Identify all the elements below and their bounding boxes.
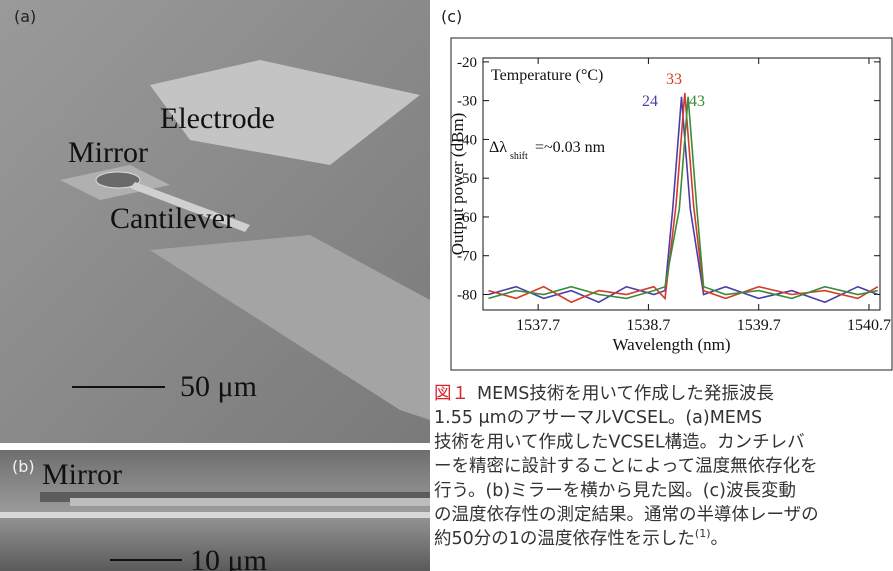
chart-frame — [450, 37, 893, 371]
label-cantilever: Cantilever — [110, 202, 235, 235]
y-tick-label: -40 — [457, 132, 477, 148]
series-line — [488, 96, 879, 304]
caption-line: ーを精密に設計することによって温度無依存化を — [434, 457, 818, 477]
annotation: shift — [510, 151, 528, 162]
caption-line: 技術を用いて作成したVCSEL構造。カンチレバ — [434, 432, 805, 452]
caption-text: 1.55 μmのアサーマルVCSEL。(a)MEMS — [434, 408, 762, 428]
panel-label: (b) — [12, 457, 35, 476]
y-tick-label: -60 — [457, 210, 477, 226]
chart: -20 -30 -40 -50 -60 -70 -80 1537.7 1538.7 1539.7 1… — [448, 55, 891, 354]
legend-title: Temperature (°C) — [491, 67, 603, 84]
y-tick-label: -50 — [457, 171, 477, 187]
x-axis-label: Wavelength (nm) — [612, 335, 730, 354]
series-line — [488, 96, 878, 300]
label-mirror: Mirror — [42, 458, 122, 491]
y-tick-label: -30 — [457, 94, 477, 110]
label-mirror: Mirror — [68, 136, 148, 169]
x-tick-label: 1540.7 — [847, 317, 891, 334]
caption: 図１ MEMS技術を用いて作成した発振波長 1.55 μmのアサーマルVCSEL。(… — [434, 384, 819, 549]
caption-text: 。 — [711, 529, 729, 549]
y-axis-label: Output power (dBm) — [448, 113, 467, 256]
scale-bar-label: 50 μm — [180, 370, 257, 403]
x-tick-label: 1538.7 — [626, 317, 670, 334]
caption-text: ーを精密に設計することによって温度無依存化を — [434, 457, 818, 477]
caption-text: MEMS技術を用いて作成した発振波長 — [477, 384, 774, 404]
caption-text: 技術を用いて作成したVCSEL構造。カンチレバ — [434, 432, 805, 452]
panel-label: (c) — [441, 7, 462, 26]
sem-image-a — [0, 0, 430, 443]
sem-image-b — [0, 450, 430, 571]
caption-line: 行う。(b)ミラーを横から見た図。(c)波長変動 — [434, 481, 796, 501]
caption-line: の温度依存性の測定結果。通常の半導体レーザの — [434, 505, 819, 525]
panel-label: (a) — [14, 7, 36, 26]
x-tick-label: 1539.7 — [737, 317, 781, 334]
series-line — [488, 92, 879, 304]
legend-entry: 43 — [689, 93, 705, 110]
figure-number: 図１ — [434, 384, 469, 404]
x-tick-label: 1537.7 — [516, 317, 560, 334]
caption-text: 約50分の1の温度依存性を示した — [434, 529, 695, 549]
y-tick-label: -20 — [457, 55, 477, 71]
scale-bar-label: 10 μm — [190, 544, 267, 571]
caption-line: 図１ MEMS技術を用いて作成した発振波長 — [434, 384, 774, 404]
legend-entry: 24 — [642, 93, 658, 110]
reference: (1) — [695, 527, 711, 540]
annotation: =~0.03 nm — [535, 139, 606, 156]
y-tick-label: -70 — [457, 249, 477, 265]
annotation: Δλ — [489, 139, 507, 156]
plot-area — [482, 57, 881, 311]
label-electrode: Electrode — [160, 102, 275, 135]
legend-entry: 33 — [666, 71, 682, 88]
y-tick-label: -80 — [457, 287, 477, 303]
caption-text: の温度依存性の測定結果。通常の半導体レーザの — [434, 505, 819, 525]
caption-line: 約50分の1の温度依存性を示した(1)。 — [434, 527, 728, 549]
caption-text: 行う。(b)ミラーを横から見た図。(c)波長変動 — [434, 481, 796, 501]
caption-line: 1.55 μmのアサーマルVCSEL。(a)MEMS — [434, 408, 762, 428]
